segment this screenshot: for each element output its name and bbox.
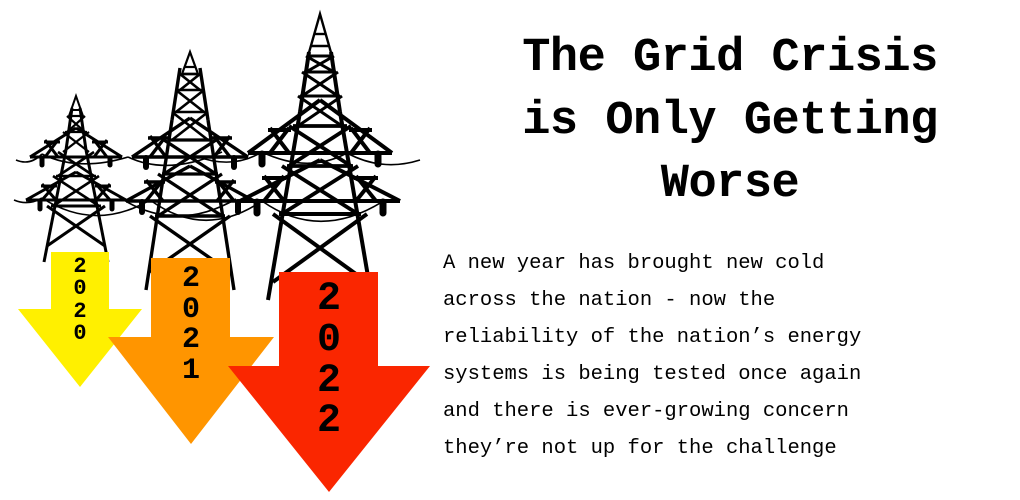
arrow-2020-polygon — [18, 252, 142, 387]
arrow-2022-digit-4: 2 — [316, 399, 341, 445]
arrow-2022-shape — [228, 272, 430, 492]
body-line-6: they’re not up for the challenge — [443, 437, 837, 460]
arrow-2021-digit-4: 1 — [181, 353, 200, 388]
tower-large — [239, 9, 401, 301]
power-towers-illustration — [0, 0, 430, 500]
insulators-small — [37, 155, 115, 212]
headline-line-1: The Grid Crisis — [522, 32, 938, 85]
arrow-2022-digit-1: 2 — [316, 277, 341, 322]
arrow-2022-digit-3: 2 — [316, 358, 341, 404]
arrow-2020-shape — [18, 252, 142, 387]
headline-line-2: is Only Getting — [522, 95, 938, 148]
arrow-2022-polygon — [228, 272, 430, 492]
arrow-2021-polygon — [108, 258, 274, 444]
arrow-2020-digit-4: 0 — [73, 321, 87, 347]
body-line-3: reliability of the nation’s energy — [443, 326, 862, 349]
body-line-5: and there is ever-growing concern — [443, 400, 849, 423]
body-paragraph: A new year has brought new cold across th… — [443, 245, 1020, 467]
insulators-medium — [139, 155, 241, 215]
arrow-2021-digit-3: 2 — [181, 323, 200, 358]
body-line-1: A new year has brought new cold — [443, 252, 825, 275]
body-line-4: systems is being tested once again — [443, 363, 862, 386]
arrow-2021-digit-1: 2 — [181, 262, 200, 296]
insulators-large — [253, 150, 387, 217]
transmission-towers-graphic — [13, 9, 421, 301]
tower-small — [25, 92, 127, 263]
arrow-2021-shape — [108, 258, 274, 444]
arrow-2021-digit-2: 0 — [181, 292, 200, 327]
headline-line-3: Worse — [660, 158, 800, 211]
arrow-2020-digit-1: 2 — [73, 254, 87, 279]
page-title: The Grid Crisis is Only Getting Worse — [441, 27, 1019, 216]
text-column: The Grid Crisis is Only Getting Worse A ne… — [437, 0, 1020, 500]
arrow-2022-digit-2: 0 — [316, 317, 341, 363]
arrow-2020-digit-2: 0 — [73, 276, 87, 302]
arrow-2020-digit-3: 2 — [73, 298, 87, 324]
tower-medium — [125, 48, 255, 291]
body-line-2: across the nation - now the — [443, 289, 776, 312]
